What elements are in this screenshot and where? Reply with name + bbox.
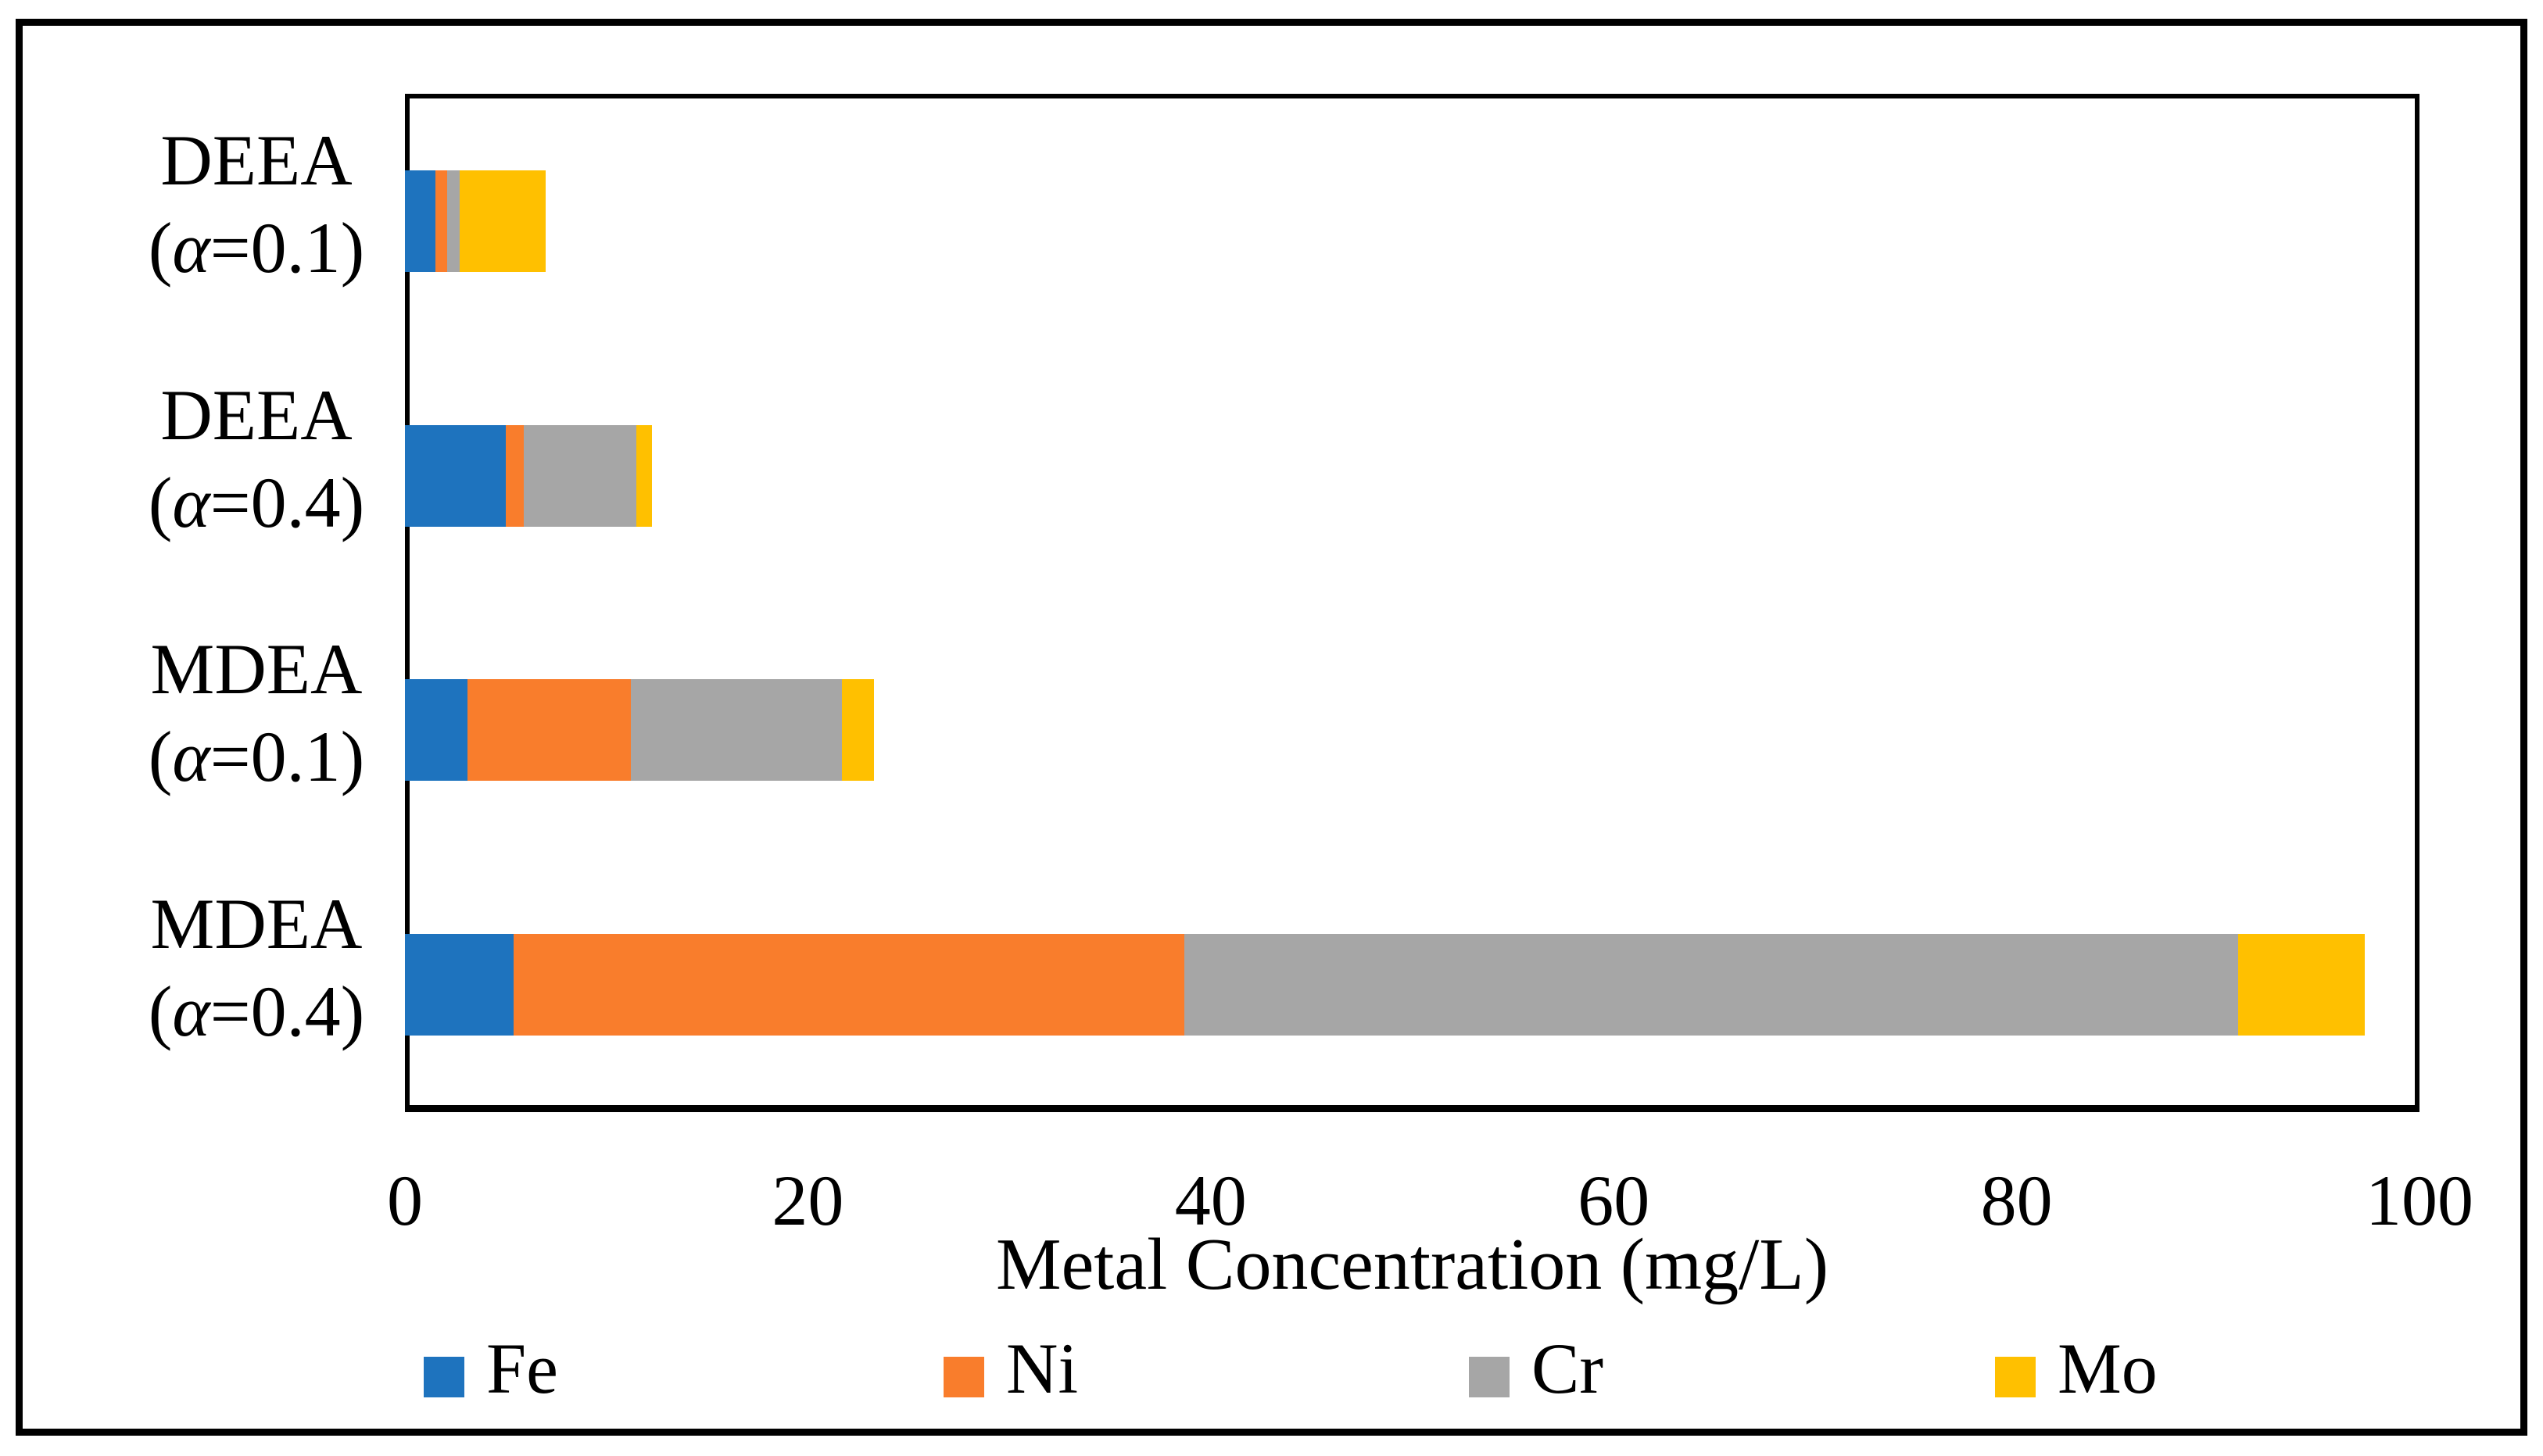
category-label-mdea-a04: MDEA (α=0.4) bbox=[100, 880, 413, 1055]
category-label-deea-a04: DEEA (α=0.4) bbox=[100, 371, 413, 546]
bar-segment-cr-mdea-a04 bbox=[1184, 934, 2239, 1036]
category-label-line2: (α=0.4) bbox=[148, 462, 365, 542]
category-label-line2: (α=0.4) bbox=[148, 971, 365, 1052]
legend-item-cr: Cr bbox=[1469, 1325, 1603, 1412]
bar-row-mdea-a01 bbox=[405, 679, 875, 782]
legend-label-mo: Mo bbox=[2058, 1329, 2158, 1408]
figure-border bbox=[16, 19, 2527, 1436]
bar-segment-mo-mdea-a01 bbox=[842, 679, 875, 782]
bar-segment-cr-deea-a01 bbox=[447, 170, 460, 272]
x-tick-label-60: 60 bbox=[1578, 1161, 1650, 1240]
bar-segment-fe-mdea-a04 bbox=[405, 934, 514, 1036]
bar-segment-mo-mdea-a04 bbox=[2238, 934, 2366, 1036]
bar-segment-fe-mdea-a01 bbox=[405, 679, 467, 782]
category-label-line2: (α=0.1) bbox=[148, 207, 365, 288]
alpha-symbol: α bbox=[172, 207, 210, 288]
bar-segment-ni-deea-a04 bbox=[505, 424, 525, 527]
category-label-line1: DEEA bbox=[160, 120, 353, 200]
bar-segment-ni-deea-a01 bbox=[435, 170, 448, 272]
bar-segment-fe-deea-a01 bbox=[405, 170, 435, 272]
legend-swatch-fe bbox=[424, 1357, 464, 1397]
bar-row-deea-a04 bbox=[405, 424, 652, 527]
alpha-symbol: α bbox=[172, 717, 210, 797]
legend-swatch-ni bbox=[944, 1357, 984, 1397]
bar-segment-mo-deea-a04 bbox=[636, 424, 652, 527]
bar-row-mdea-a04 bbox=[405, 934, 2366, 1036]
x-axis-title: Metal Concentration (mg/L) bbox=[995, 1224, 1829, 1305]
legend-item-mo: Mo bbox=[1995, 1325, 2158, 1412]
alpha-symbol: α bbox=[172, 971, 210, 1052]
bar-segment-ni-mdea-a04 bbox=[514, 934, 1185, 1036]
category-label-mdea-a01: MDEA (α=0.1) bbox=[100, 625, 413, 800]
legend-swatch-mo bbox=[1995, 1357, 2036, 1397]
legend-label-cr: Cr bbox=[1531, 1329, 1603, 1408]
bar-segment-cr-deea-a04 bbox=[524, 424, 637, 527]
category-label-line1: MDEA bbox=[150, 629, 363, 710]
category-label-line1: MDEA bbox=[150, 884, 363, 964]
x-tick-label-20: 20 bbox=[772, 1161, 844, 1240]
x-tick-label-80: 80 bbox=[1980, 1161, 2053, 1240]
legend-label-fe: Fe bbox=[486, 1329, 558, 1408]
bar-segment-ni-mdea-a01 bbox=[467, 679, 631, 782]
legend-label-ni: Ni bbox=[1006, 1329, 1078, 1408]
category-label-deea-a01: DEEA (α=0.1) bbox=[100, 116, 413, 292]
category-label-line2: (α=0.1) bbox=[148, 717, 365, 797]
alpha-symbol: α bbox=[172, 462, 210, 542]
legend-item-ni: Ni bbox=[944, 1325, 1078, 1412]
x-tick-label-40: 40 bbox=[1174, 1161, 1247, 1240]
bar-segment-cr-mdea-a01 bbox=[630, 679, 843, 782]
legend-item-fe: Fe bbox=[424, 1325, 558, 1412]
category-label-line1: DEEA bbox=[160, 374, 353, 455]
x-tick-label-0: 0 bbox=[387, 1161, 423, 1240]
x-tick-label-100: 100 bbox=[2366, 1161, 2473, 1240]
bar-row-deea-a01 bbox=[405, 170, 546, 272]
legend-swatch-cr bbox=[1469, 1357, 1510, 1397]
bar-segment-fe-deea-a04 bbox=[405, 424, 506, 527]
bar-segment-mo-deea-a01 bbox=[459, 170, 546, 272]
